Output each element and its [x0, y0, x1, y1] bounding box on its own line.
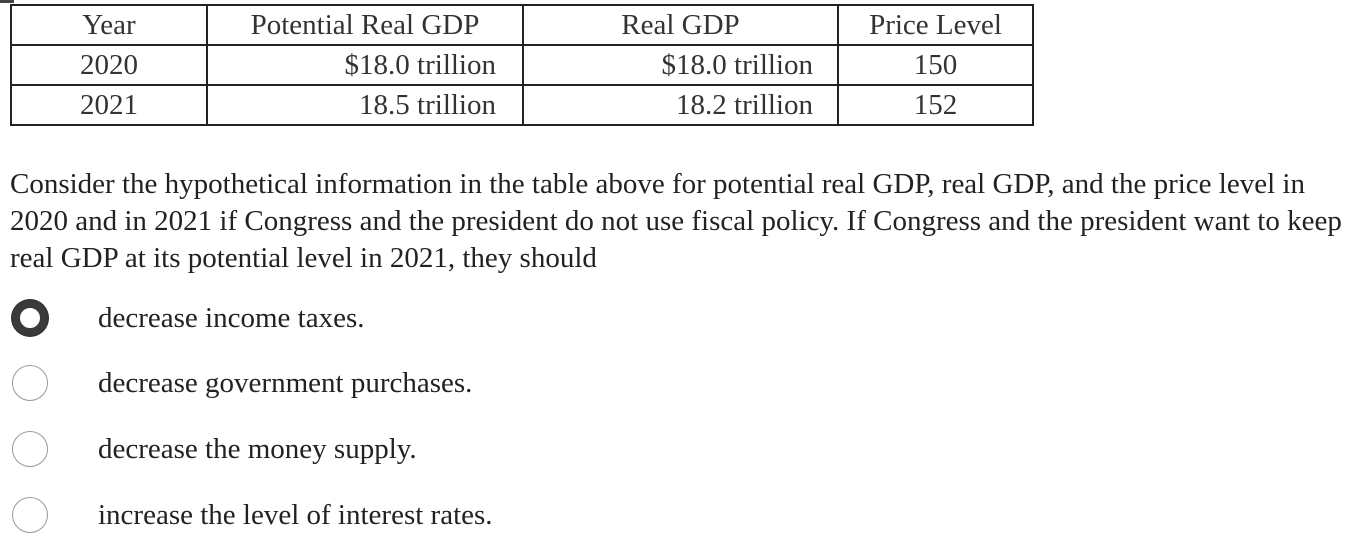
header-real-gdp: Real GDP — [522, 4, 839, 46]
cell-real-gdp: 18.2 trillion — [522, 84, 839, 126]
cell-price-level: 152 — [837, 84, 1034, 126]
answer-option-4[interactable]: increase the level of interest rates. — [12, 494, 493, 536]
corner-mark — [0, 0, 14, 3]
table-row: 2021 18.5 trillion 18.2 trillion 152 — [10, 84, 1034, 126]
answer-option-label: decrease government purchases. — [98, 367, 473, 399]
cell-potential-real-gdp: $18.0 trillion — [206, 44, 524, 86]
header-potential-real-gdp: Potential Real GDP — [206, 4, 524, 46]
radio-button[interactable] — [12, 365, 48, 401]
cell-real-gdp: $18.0 trillion — [522, 44, 839, 86]
answer-option-label: decrease income taxes. — [98, 302, 365, 334]
radio-button-selected[interactable] — [12, 300, 48, 336]
answer-option-3[interactable]: decrease the money supply. — [12, 428, 417, 470]
answer-option-label: increase the level of interest rates. — [98, 499, 493, 531]
radio-button[interactable] — [12, 497, 48, 533]
answer-option-label: decrease the money supply. — [98, 433, 417, 465]
cell-year: 2021 — [10, 84, 208, 126]
cell-potential-real-gdp: 18.5 trillion — [206, 84, 524, 126]
answer-option-2[interactable]: decrease government purchases. — [12, 362, 472, 404]
header-price-level: Price Level — [837, 4, 1034, 46]
radio-button[interactable] — [12, 431, 48, 467]
header-year: Year — [10, 4, 208, 46]
cell-price-level: 150 — [837, 44, 1034, 86]
question-text: Consider the hypothetical information in… — [10, 168, 1342, 274]
cell-year: 2020 — [10, 44, 208, 86]
data-table: Year Potential Real GDP Real GDP Price L… — [10, 4, 1034, 126]
answer-option-1[interactable]: decrease income taxes. — [12, 297, 365, 339]
table-header-row: Year Potential Real GDP Real GDP Price L… — [10, 4, 1034, 46]
table-row: 2020 $18.0 trillion $18.0 trillion 150 — [10, 44, 1034, 86]
